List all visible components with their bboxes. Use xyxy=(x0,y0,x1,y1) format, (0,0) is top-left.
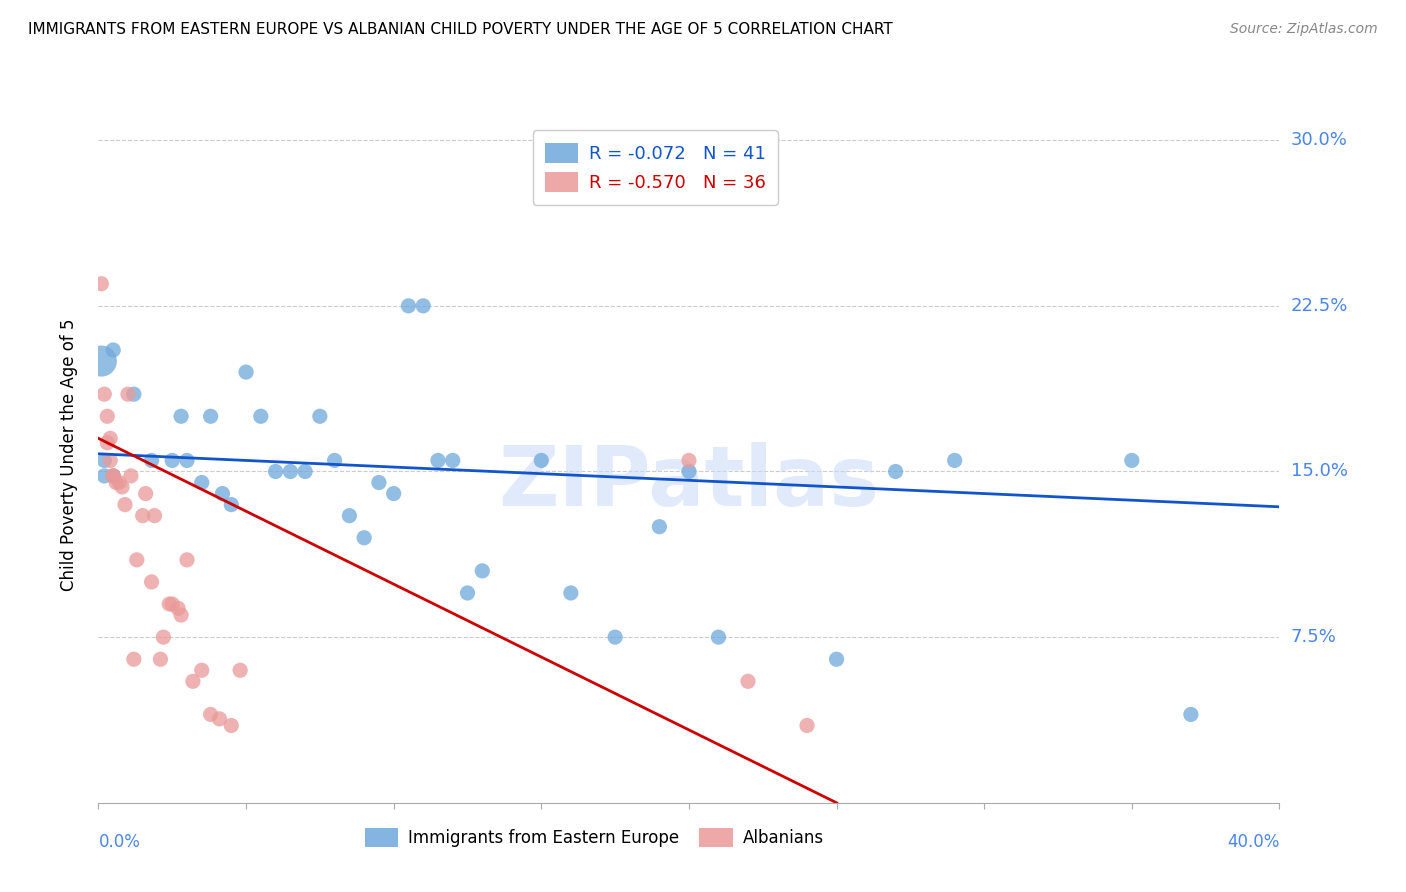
Point xyxy=(219,498,242,512)
Point xyxy=(149,652,172,666)
Point xyxy=(96,409,118,424)
Point xyxy=(176,553,198,567)
Point xyxy=(235,365,257,379)
Point xyxy=(294,465,316,479)
Point xyxy=(737,674,759,689)
Point xyxy=(122,387,145,401)
Point xyxy=(229,663,252,677)
Text: 40.0%: 40.0% xyxy=(1227,833,1279,851)
Point xyxy=(90,277,112,291)
Point xyxy=(103,343,125,357)
Point xyxy=(93,387,115,401)
Text: ZIPatlas: ZIPatlas xyxy=(499,442,879,524)
Point xyxy=(122,652,145,666)
Point xyxy=(678,453,700,467)
Point xyxy=(103,469,125,483)
Point xyxy=(96,435,118,450)
Text: 22.5%: 22.5% xyxy=(1291,297,1348,315)
Point xyxy=(93,453,115,467)
Point xyxy=(648,519,671,533)
Point xyxy=(309,409,332,424)
Point xyxy=(382,486,405,500)
Point xyxy=(353,531,375,545)
Point xyxy=(90,354,112,368)
Point xyxy=(707,630,730,644)
Point xyxy=(396,299,419,313)
Text: Source: ZipAtlas.com: Source: ZipAtlas.com xyxy=(1230,22,1378,37)
Point xyxy=(103,469,125,483)
Point xyxy=(191,475,214,490)
Text: 0.0%: 0.0% xyxy=(98,833,141,851)
Point xyxy=(796,718,818,732)
Point xyxy=(120,469,142,483)
Point xyxy=(1180,707,1202,722)
Point xyxy=(114,498,136,512)
Point xyxy=(678,465,700,479)
Text: 7.5%: 7.5% xyxy=(1291,628,1337,646)
Point xyxy=(471,564,494,578)
Point xyxy=(278,465,302,479)
Point xyxy=(167,601,190,615)
Point xyxy=(825,652,848,666)
Text: 30.0%: 30.0% xyxy=(1291,131,1347,149)
Point xyxy=(441,453,464,467)
Point xyxy=(323,453,346,467)
Point xyxy=(176,453,198,467)
Point xyxy=(560,586,582,600)
Point xyxy=(200,707,222,722)
Point xyxy=(208,712,231,726)
Point xyxy=(200,409,222,424)
Point xyxy=(170,409,193,424)
Point xyxy=(456,586,478,600)
Point xyxy=(108,475,131,490)
Point xyxy=(191,663,214,677)
Point xyxy=(135,486,157,500)
Point xyxy=(143,508,166,523)
Point xyxy=(162,453,183,467)
Point xyxy=(117,387,139,401)
Point xyxy=(157,597,180,611)
Y-axis label: Child Poverty Under the Age of 5: Child Poverty Under the Age of 5 xyxy=(59,318,77,591)
Point xyxy=(412,299,434,313)
Point xyxy=(530,453,553,467)
Point xyxy=(211,486,233,500)
Point xyxy=(219,718,242,732)
Point xyxy=(368,475,391,490)
Point xyxy=(605,630,627,644)
Point xyxy=(152,630,174,644)
Point xyxy=(93,469,115,483)
Point xyxy=(141,574,163,589)
Point xyxy=(103,469,125,483)
Text: 15.0%: 15.0% xyxy=(1291,462,1347,481)
Point xyxy=(125,553,148,567)
Point xyxy=(132,508,155,523)
Point xyxy=(1121,453,1143,467)
Point xyxy=(105,475,128,490)
Legend: Immigrants from Eastern Europe, Albanians: Immigrants from Eastern Europe, Albanian… xyxy=(359,821,831,854)
Point xyxy=(141,453,163,467)
Point xyxy=(250,409,273,424)
Text: IMMIGRANTS FROM EASTERN EUROPE VS ALBANIAN CHILD POVERTY UNDER THE AGE OF 5 CORR: IMMIGRANTS FROM EASTERN EUROPE VS ALBANI… xyxy=(28,22,893,37)
Point xyxy=(98,431,121,445)
Point xyxy=(98,453,121,467)
Point xyxy=(162,597,183,611)
Point xyxy=(264,465,287,479)
Point xyxy=(181,674,204,689)
Point xyxy=(111,480,134,494)
Point xyxy=(427,453,450,467)
Point xyxy=(884,465,907,479)
Point xyxy=(170,608,193,623)
Point xyxy=(337,508,360,523)
Point xyxy=(943,453,966,467)
